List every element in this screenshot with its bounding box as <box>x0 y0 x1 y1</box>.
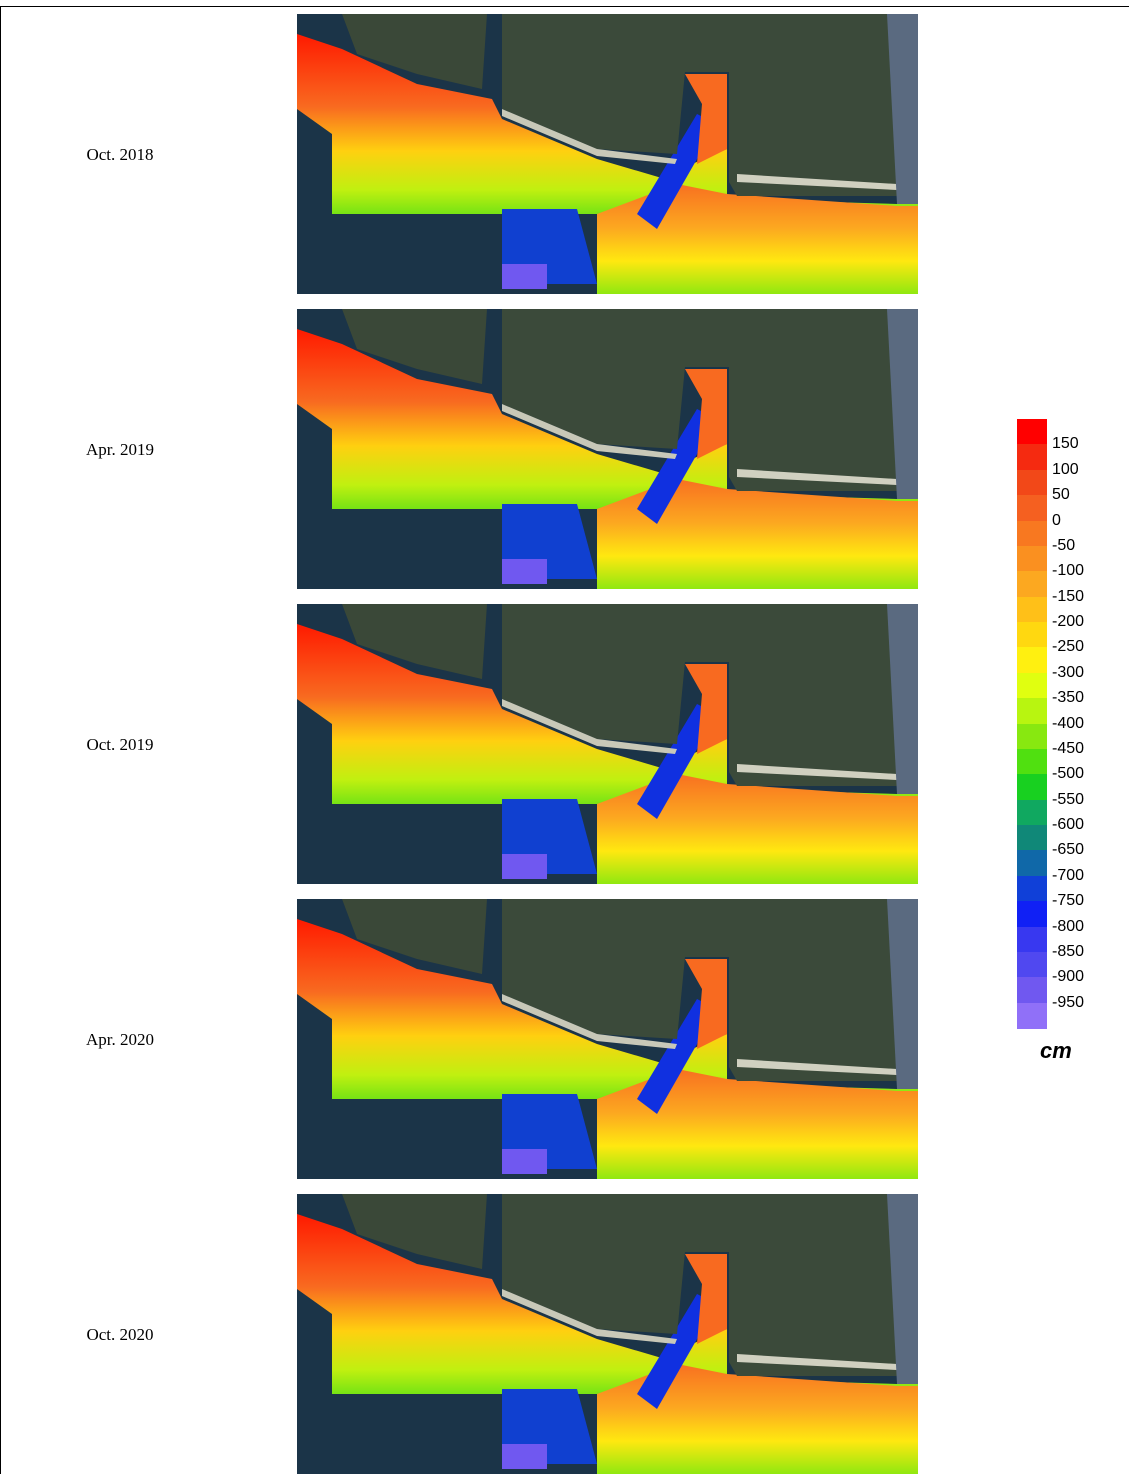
map-graphic <box>297 309 918 589</box>
colorbar-band <box>1017 876 1047 902</box>
colorbar-band <box>1017 546 1047 572</box>
map-image <box>297 899 918 1179</box>
colorbar-band <box>1017 1003 1047 1029</box>
colorbar-label: -150 <box>1052 589 1084 605</box>
colorbar-label: -50 <box>1052 538 1075 554</box>
colorbar-band <box>1017 444 1047 470</box>
colorbar-band <box>1017 901 1047 927</box>
colorbar-band <box>1017 698 1047 724</box>
colorbar-label: -450 <box>1052 741 1084 757</box>
colorbar-label: -500 <box>1052 766 1084 782</box>
colorbar-label: -550 <box>1052 792 1084 808</box>
map-graphic <box>297 14 918 294</box>
colorbar-label: -650 <box>1052 842 1084 858</box>
colorbar-band <box>1017 622 1047 648</box>
colorbar-band <box>1017 419 1047 445</box>
colorbar-band <box>1017 673 1047 699</box>
colorbar-label: 50 <box>1052 487 1070 503</box>
colorbar-label: 150 <box>1052 436 1079 452</box>
row-label: Apr. 2020 <box>40 1030 200 1050</box>
colorbar-label: -700 <box>1052 868 1084 884</box>
colorbar-band <box>1017 774 1047 800</box>
page: cm Oct. 2018 Apr. 2019 Oct. 2019 Apr. 2020 O… <box>0 0 1129 1474</box>
map-graphic <box>297 604 918 884</box>
colorbar-label: -400 <box>1052 716 1084 732</box>
colorbar-band <box>1017 597 1047 623</box>
colorbar-band <box>1017 952 1047 978</box>
colorbar-label: -750 <box>1052 893 1084 909</box>
colorbar-label: 0 <box>1052 513 1061 529</box>
row-label: Oct. 2018 <box>40 145 200 165</box>
colorbar-label: -850 <box>1052 944 1084 960</box>
map-graphic <box>297 899 918 1179</box>
colorbar-label: -250 <box>1052 639 1084 655</box>
colorbar <box>1017 419 1047 1028</box>
colorbar-label: -100 <box>1052 563 1084 579</box>
colorbar-band <box>1017 800 1047 826</box>
colorbar-label: -350 <box>1052 690 1084 706</box>
colorbar-band <box>1017 977 1047 1003</box>
map-image <box>297 604 918 884</box>
map-image <box>297 14 918 294</box>
colorbar-label: -600 <box>1052 817 1084 833</box>
colorbar-label: -900 <box>1052 969 1084 985</box>
colorbar-band <box>1017 724 1047 750</box>
colorbar-band <box>1017 850 1047 876</box>
colorbar-band <box>1017 495 1047 521</box>
colorbar-band <box>1017 521 1047 547</box>
map-image <box>297 1194 918 1474</box>
colorbar-band <box>1017 470 1047 496</box>
colorbar-unit: cm <box>1040 1038 1072 1064</box>
colorbar-label: 100 <box>1052 462 1079 478</box>
map-image <box>297 309 918 589</box>
colorbar-band <box>1017 825 1047 851</box>
colorbar-band <box>1017 927 1047 953</box>
row-label: Oct. 2020 <box>40 1325 200 1345</box>
colorbar-label: -200 <box>1052 614 1084 630</box>
map-graphic <box>297 1194 918 1474</box>
colorbar-label: -300 <box>1052 665 1084 681</box>
colorbar-band <box>1017 647 1047 673</box>
colorbar-label: -950 <box>1052 995 1084 1011</box>
colorbar-label: -800 <box>1052 919 1084 935</box>
colorbar-band <box>1017 749 1047 775</box>
row-label: Apr. 2019 <box>40 440 200 460</box>
row-label: Oct. 2019 <box>40 735 200 755</box>
colorbar-band <box>1017 571 1047 597</box>
